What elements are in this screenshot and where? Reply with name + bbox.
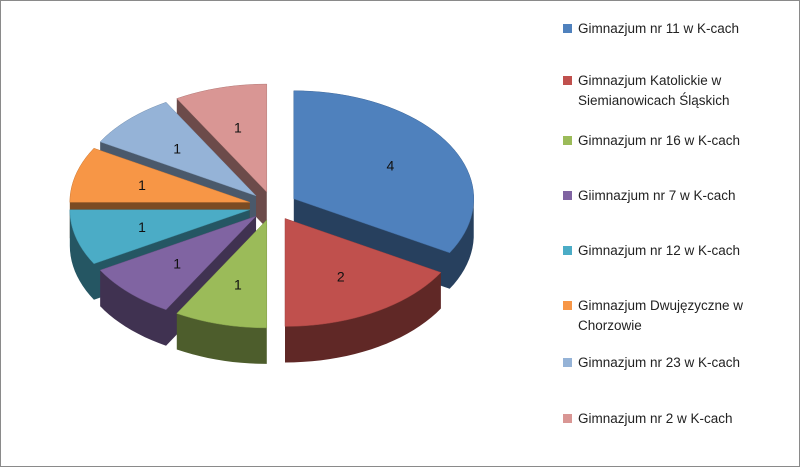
data-label: 4	[387, 157, 395, 173]
pie-slice-top	[99, 101, 257, 197]
legend-item: Gimnazjum Katolickie w Siemianowicach Śl…	[563, 71, 793, 111]
legend-label: Gimnazjum nr 23 w K-cach	[578, 355, 741, 370]
pie-slice-top	[284, 218, 442, 327]
legend-swatch	[563, 414, 572, 423]
pie-slice-top	[176, 219, 268, 329]
data-label: 1	[138, 177, 146, 193]
legend-label: Giimnazjum nr 7 w K-cach	[578, 188, 736, 203]
data-label: 1	[173, 256, 181, 272]
data-label: 1	[234, 277, 242, 293]
legend-label: Gimnazjum nr 12 w K-cach	[578, 243, 741, 258]
legend-item: Gimnazjum nr 16 w K-cach	[563, 131, 793, 151]
legend-item: Gimnazjum nr 11 w K-cach	[563, 19, 793, 39]
legend-item: Giimnazjum nr 7 w K-cach	[563, 186, 793, 206]
data-label: 2	[337, 268, 345, 284]
legend-item: Gimnazjum nr 2 w K-cach	[563, 409, 793, 429]
data-label: 1	[234, 119, 242, 135]
pie-slice-top	[293, 90, 474, 254]
legend-label: Gimnazjum nr 11 w K-cach	[578, 21, 740, 36]
legend-item: Gimnazjum nr 23 w K-cach	[563, 353, 793, 373]
legend-swatch	[563, 24, 572, 33]
pie-slice-top	[69, 209, 250, 265]
pie-slice-top	[99, 215, 257, 311]
pie-slice-3	[176, 219, 268, 364]
pie-slice-4	[99, 215, 257, 346]
pie-slice-top	[176, 83, 268, 193]
pie-slice-top	[69, 147, 250, 203]
pie-slice-2	[284, 218, 442, 363]
legend-swatch	[563, 136, 572, 145]
legend-swatch	[563, 76, 572, 85]
legend-label: Gimnazjum nr 16 w K-cach	[578, 133, 741, 148]
legend-label: Gimnazjum Dwujęzyczne w Chorzowie	[578, 298, 744, 333]
data-label: 1	[173, 140, 181, 156]
legend-swatch	[563, 191, 572, 200]
legend-label: Gimnazjum nr 2 w K-cach	[578, 411, 733, 426]
legend-label: Gimnazjum Katolickie w Siemianowicach Śl…	[578, 73, 730, 108]
legend-swatch	[563, 358, 572, 367]
legend-swatch	[563, 301, 572, 310]
legend-item: Gimnazjum nr 12 w K-cach	[563, 241, 793, 261]
legend-swatch	[563, 246, 572, 255]
legend-item: Gimnazjum Dwujęzyczne w Chorzowie	[563, 296, 793, 336]
pie-chart: 1 1 4 1 1 1 2 1	[69, 83, 474, 364]
data-label: 1	[138, 219, 146, 235]
